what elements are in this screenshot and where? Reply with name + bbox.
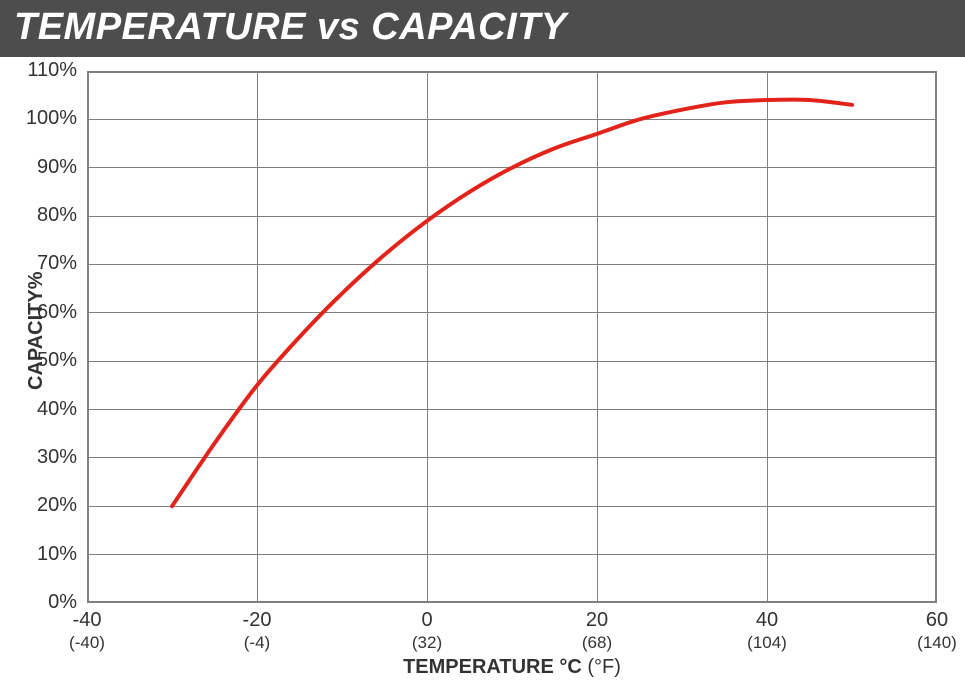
data-curve xyxy=(0,0,965,700)
chart-container: { "title": "TEMPERATURE vs CAPACITY", "t… xyxy=(0,0,965,700)
capacity-curve xyxy=(172,100,852,507)
